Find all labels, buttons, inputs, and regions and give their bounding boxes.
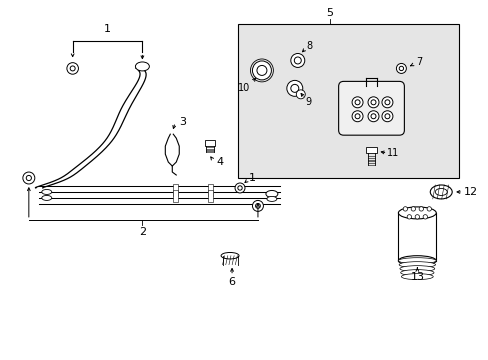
Circle shape bbox=[67, 63, 78, 74]
Circle shape bbox=[396, 63, 406, 73]
Circle shape bbox=[351, 97, 362, 108]
Circle shape bbox=[290, 54, 304, 67]
Ellipse shape bbox=[400, 270, 433, 276]
Text: 3: 3 bbox=[179, 117, 185, 127]
Ellipse shape bbox=[401, 274, 432, 280]
Circle shape bbox=[294, 57, 301, 64]
Circle shape bbox=[256, 66, 266, 75]
Circle shape bbox=[381, 97, 392, 108]
Text: 11: 11 bbox=[386, 148, 399, 158]
Circle shape bbox=[414, 215, 419, 219]
Circle shape bbox=[252, 201, 263, 211]
Circle shape bbox=[26, 175, 31, 181]
Bar bbox=[172, 184, 178, 196]
Circle shape bbox=[290, 84, 298, 92]
Bar bbox=[366, 147, 376, 153]
Circle shape bbox=[296, 90, 305, 99]
Text: 4: 4 bbox=[216, 157, 223, 167]
Ellipse shape bbox=[398, 262, 435, 268]
Text: 13: 13 bbox=[409, 272, 424, 282]
Ellipse shape bbox=[135, 62, 149, 71]
Text: 10: 10 bbox=[237, 84, 250, 93]
Ellipse shape bbox=[41, 195, 52, 201]
Circle shape bbox=[381, 111, 392, 122]
Circle shape bbox=[422, 215, 427, 219]
Circle shape bbox=[354, 114, 359, 119]
Circle shape bbox=[367, 111, 378, 122]
Circle shape bbox=[403, 207, 407, 211]
Circle shape bbox=[351, 111, 362, 122]
Circle shape bbox=[384, 100, 389, 105]
Bar bbox=[207, 190, 212, 202]
Circle shape bbox=[384, 114, 389, 119]
Circle shape bbox=[426, 207, 430, 211]
Circle shape bbox=[23, 172, 35, 184]
Bar bbox=[172, 190, 178, 202]
Circle shape bbox=[407, 215, 411, 219]
Circle shape bbox=[370, 100, 375, 105]
Circle shape bbox=[418, 207, 423, 211]
Circle shape bbox=[255, 203, 260, 208]
Text: 7: 7 bbox=[415, 58, 422, 67]
Bar bbox=[207, 184, 212, 196]
Text: 8: 8 bbox=[306, 41, 312, 50]
Text: 12: 12 bbox=[463, 187, 477, 197]
Circle shape bbox=[70, 66, 75, 71]
Text: 6: 6 bbox=[228, 276, 235, 287]
Ellipse shape bbox=[434, 189, 447, 195]
Ellipse shape bbox=[221, 252, 239, 259]
Ellipse shape bbox=[429, 185, 451, 199]
Ellipse shape bbox=[266, 197, 276, 201]
Text: 1: 1 bbox=[104, 24, 111, 33]
Text: 5: 5 bbox=[325, 8, 332, 18]
Ellipse shape bbox=[41, 189, 52, 194]
Ellipse shape bbox=[265, 190, 277, 197]
Ellipse shape bbox=[398, 256, 435, 266]
Circle shape bbox=[398, 66, 403, 71]
Text: 2: 2 bbox=[139, 227, 145, 237]
Bar bbox=[205, 140, 215, 146]
Text: 1: 1 bbox=[248, 173, 255, 183]
Circle shape bbox=[237, 186, 242, 190]
Ellipse shape bbox=[398, 207, 435, 219]
Circle shape bbox=[367, 97, 378, 108]
FancyBboxPatch shape bbox=[338, 81, 404, 135]
Text: 9: 9 bbox=[305, 97, 311, 107]
Circle shape bbox=[370, 114, 375, 119]
Circle shape bbox=[235, 183, 244, 193]
Circle shape bbox=[252, 61, 271, 80]
Circle shape bbox=[286, 80, 302, 96]
Ellipse shape bbox=[399, 266, 434, 272]
Circle shape bbox=[354, 100, 359, 105]
Circle shape bbox=[410, 207, 415, 211]
Bar bbox=[238, 24, 458, 178]
Ellipse shape bbox=[398, 258, 435, 264]
